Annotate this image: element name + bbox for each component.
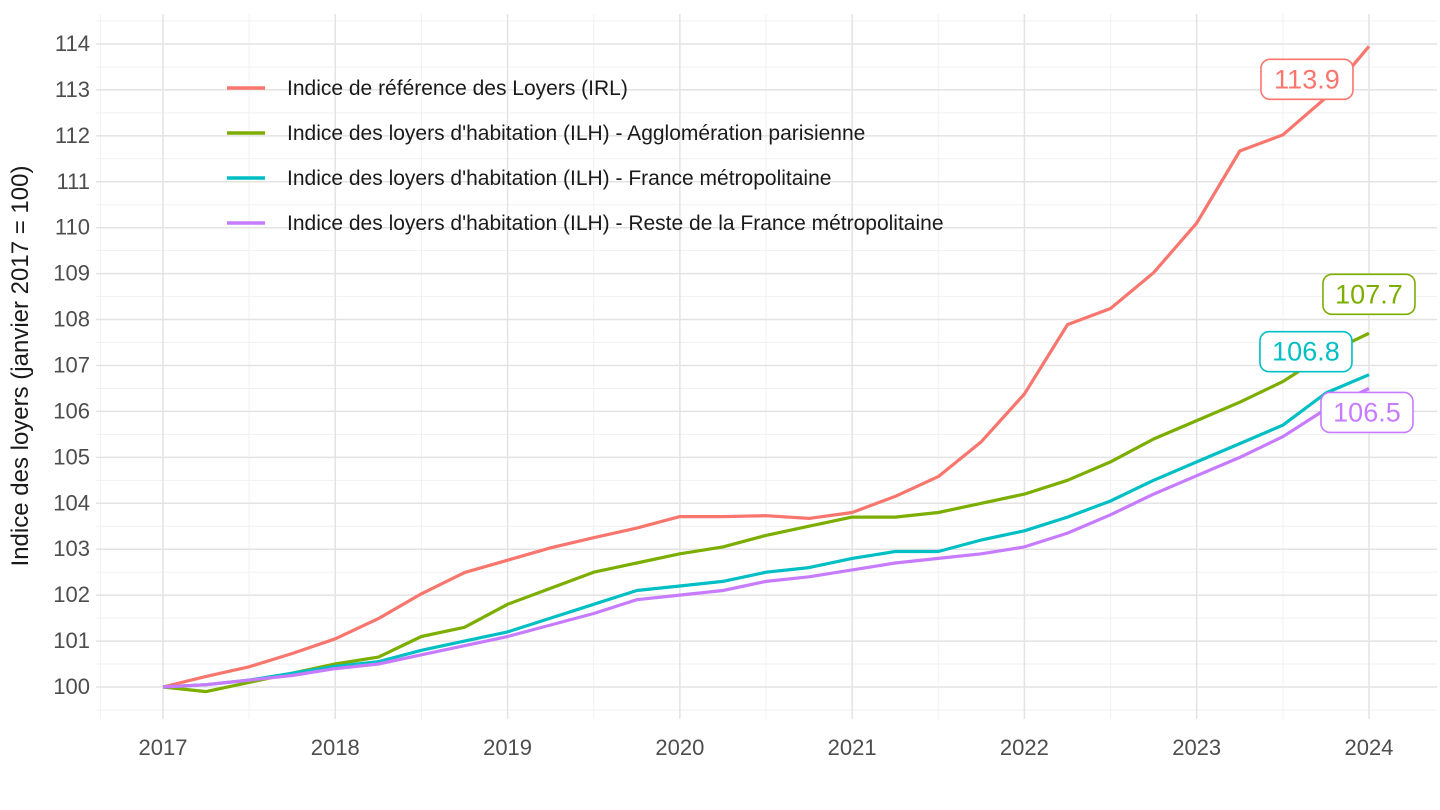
- y-tick-label: 111: [57, 169, 90, 194]
- end-label-box: [1320, 391, 1414, 434]
- y-tick-label: 101: [53, 628, 90, 653]
- end-label-0: 113.9: [1260, 58, 1354, 101]
- y-tick-label: 114: [55, 31, 90, 56]
- y-tick-label: 108: [53, 307, 90, 332]
- end-label-box: [1322, 273, 1416, 316]
- y-tick-label: 104: [53, 490, 90, 515]
- x-axis-tick-labels: 2017 2018 2019 2020 2021 2022 2023 2024: [139, 735, 1394, 760]
- series-end-labels: 113.9 107.7 106.8 106.5: [1259, 58, 1416, 434]
- end-label-box: [1260, 58, 1354, 101]
- y-tick-label: 109: [53, 261, 90, 286]
- grid-minor-lines: [96, 14, 1437, 719]
- end-label-value: 106.8: [1272, 337, 1340, 367]
- x-tick-label: 2023: [1172, 735, 1221, 760]
- y-tick-label: 105: [53, 444, 90, 469]
- y-tick-label: 106: [53, 398, 90, 423]
- end-label-value: 113.9: [1274, 64, 1340, 94]
- end-label-2: 106.8: [1259, 330, 1353, 373]
- end-label-value: 107.7: [1335, 279, 1403, 309]
- y-tick-label: 110: [55, 215, 90, 240]
- x-tick-label: 2017: [139, 735, 188, 760]
- legend-item-label: Indice des loyers d'habitation (ILH) - A…: [287, 122, 865, 145]
- y-tick-label: 113: [55, 77, 90, 102]
- legend-item-label: Indice de référence des Loyers (IRL): [287, 77, 628, 100]
- x-tick-label: 2024: [1344, 735, 1393, 760]
- series-lines: [162, 45, 1371, 694]
- end-label-3: 106.5: [1320, 391, 1414, 434]
- legend-item-label: Indice des loyers d'habitation (ILH) - R…: [287, 212, 944, 235]
- y-axis-title: Indice des loyers (janvier 2017 = 100): [7, 166, 34, 567]
- y-tick-label: 100: [53, 674, 90, 699]
- x-tick-label: 2022: [1000, 735, 1049, 760]
- legend-item-2: Indice des loyers d'habitation (ILH) - F…: [227, 167, 831, 190]
- y-tick-label: 107: [53, 352, 90, 377]
- y-tick-label: 103: [53, 536, 90, 561]
- legend-item-0: Indice de référence des Loyers (IRL): [227, 77, 628, 100]
- end-label-1: 107.7: [1322, 273, 1416, 316]
- grid-major-lines: [96, 14, 1437, 719]
- series-line-0: [162, 45, 1371, 689]
- end-label-value: 106.5: [1333, 397, 1401, 427]
- legend-item-label: Indice des loyers d'habitation (ILH) - F…: [287, 167, 831, 190]
- y-tick-label: 102: [53, 582, 90, 607]
- series-line-1: [162, 331, 1370, 694]
- end-label-box: [1259, 330, 1353, 373]
- series-line-2: [162, 373, 1370, 689]
- legend-item-1: Indice des loyers d'habitation (ILH) - A…: [227, 122, 865, 145]
- x-tick-label: 2020: [655, 735, 704, 760]
- x-tick-label: 2018: [311, 735, 360, 760]
- y-tick-label: 112: [55, 123, 90, 148]
- x-tick-label: 2019: [483, 735, 532, 760]
- legend-item-3: Indice des loyers d'habitation (ILH) - R…: [227, 212, 944, 235]
- legend: Indice de référence des Loyers (IRL) Indi…: [227, 77, 944, 235]
- series-line-3: [162, 387, 1370, 689]
- y-axis-tick-labels: 100 101 102 103 104 105 106 107 108 109 110 111 112 1…: [53, 31, 90, 699]
- x-tick-label: 2021: [828, 735, 877, 760]
